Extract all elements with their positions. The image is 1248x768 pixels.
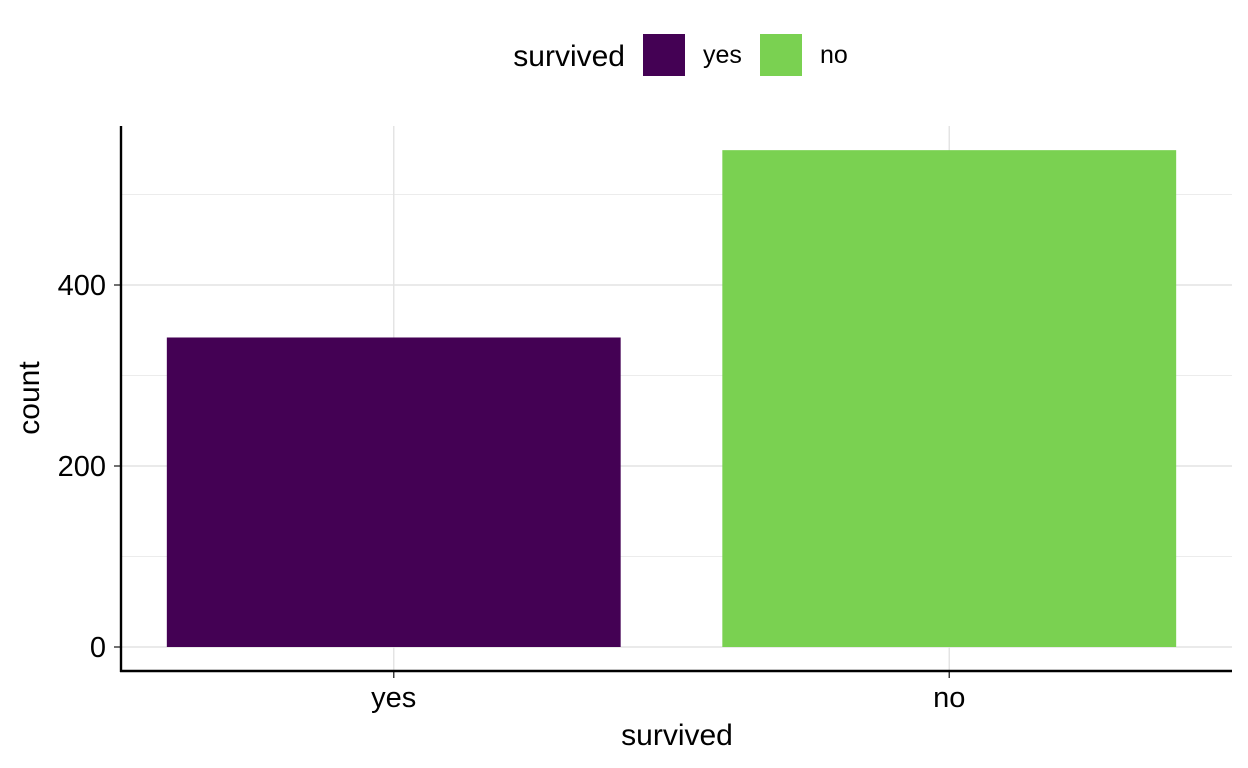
legend-swatch-no [760, 34, 802, 76]
y-tick-label: 200 [58, 451, 106, 483]
legend-label-no: no [820, 41, 848, 69]
bar-no [722, 150, 1177, 647]
legend-title: survived [513, 40, 625, 73]
y-tick-label: 0 [90, 632, 106, 664]
y-axis-title: count [13, 361, 46, 435]
legend-label-yes: yes [703, 41, 742, 69]
x-tick-label: yes [371, 682, 416, 714]
plot-area: 0 200 400 yes no [58, 126, 1232, 714]
x-axis-title: survived [621, 719, 733, 752]
y-tick-label: 400 [58, 270, 106, 302]
bar-yes [166, 337, 621, 647]
legend: survived yes no [513, 34, 848, 76]
legend-swatch-yes [643, 34, 685, 76]
x-tick-label: no [933, 682, 965, 714]
